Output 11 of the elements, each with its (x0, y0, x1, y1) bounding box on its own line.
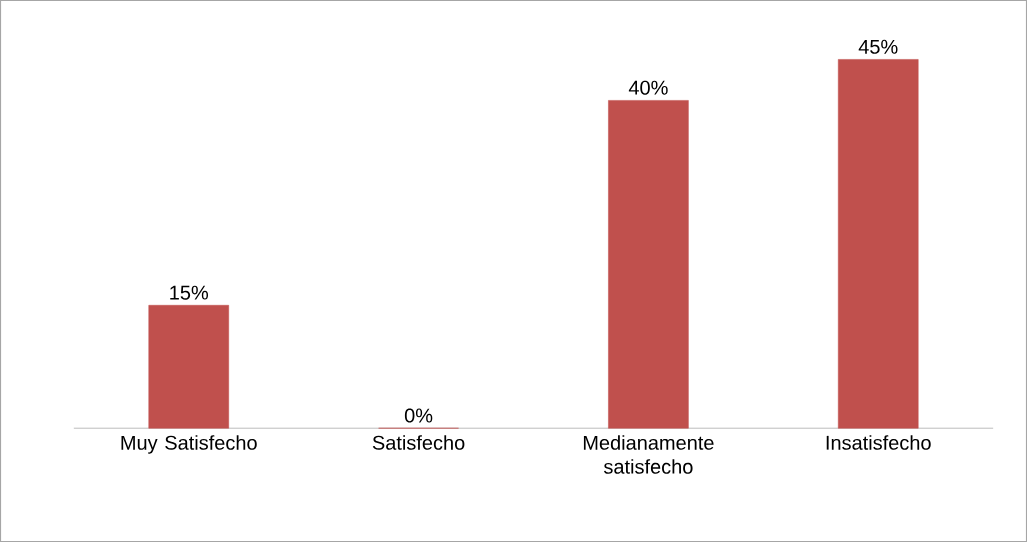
x-tick-label: Medianamente satisfecho (583, 435, 714, 474)
bar (838, 59, 919, 429)
bar (608, 100, 689, 429)
x-tick-label: Insatisfecho (826, 435, 931, 450)
x-tick-label: Muy Satisfecho (121, 435, 257, 454)
data-label: 15% (170, 285, 209, 300)
x-tick-label: Satisfecho (372, 435, 465, 450)
data-label: 45% (858, 39, 898, 54)
data-label: 40% (628, 80, 668, 95)
bar (148, 305, 229, 429)
data-label: 0% (404, 408, 433, 423)
